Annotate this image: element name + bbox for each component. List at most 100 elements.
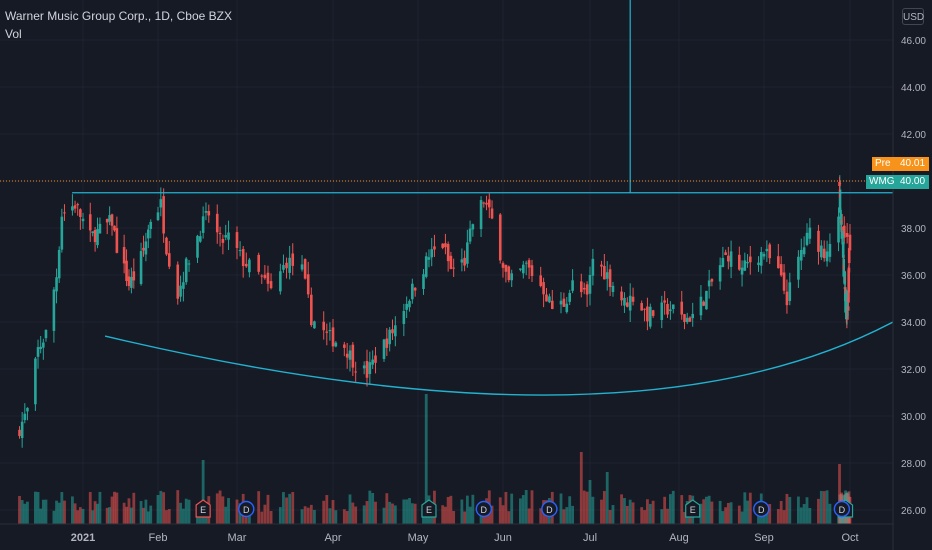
volume-bar xyxy=(718,500,722,524)
volume-bar xyxy=(371,492,375,524)
volume-bar xyxy=(743,492,747,524)
candle-body xyxy=(394,325,397,337)
dividend-marker[interactable]: D xyxy=(238,500,255,518)
candle-body xyxy=(685,317,689,323)
volume-bar xyxy=(303,506,307,524)
dividend-marker[interactable]: D xyxy=(753,500,770,518)
marker-shape xyxy=(195,499,211,518)
candle-body xyxy=(39,346,42,350)
candle-body xyxy=(746,262,749,264)
candle-body xyxy=(844,300,847,313)
volume-bar xyxy=(507,511,511,524)
dividend-marker[interactable]: D xyxy=(541,500,558,518)
volume-bar xyxy=(498,497,502,524)
candle-body xyxy=(718,265,722,282)
marker-label: D xyxy=(481,505,488,515)
candle-body xyxy=(648,306,652,327)
candle-body xyxy=(266,272,270,284)
candle-body xyxy=(585,284,589,295)
volume-bar xyxy=(413,503,417,524)
event-markers[interactable]: EDEDDEDED xyxy=(195,499,854,518)
volume-bar xyxy=(825,490,829,524)
candle-body xyxy=(530,265,534,277)
marker-label: D xyxy=(546,505,553,515)
candle-body xyxy=(402,310,406,324)
chart-title: Warner Music Group Corp., 1D, Cboe BZX xyxy=(5,9,232,23)
volume-bar xyxy=(221,496,225,524)
volume-bar xyxy=(167,509,171,524)
volume-bar xyxy=(444,506,447,524)
candle-body xyxy=(279,271,282,292)
candle-body xyxy=(842,225,846,238)
last-price-tag: 40.00 xyxy=(897,175,929,189)
candle-body xyxy=(55,277,58,292)
volume-bar xyxy=(218,490,222,524)
candle-body xyxy=(167,253,171,267)
candle-body xyxy=(241,249,245,267)
volume-bar xyxy=(184,498,188,524)
volume-bar xyxy=(41,499,45,524)
candle-body xyxy=(724,252,727,256)
time-axis[interactable]: 2021 Feb Mar Apr May Jun Jul Aug Sep Oct xyxy=(71,532,859,544)
volume-bar xyxy=(410,503,414,524)
marker-shape xyxy=(833,500,851,518)
marker-label: E xyxy=(200,505,206,515)
candle-body xyxy=(433,246,436,250)
volume-bar xyxy=(702,499,706,524)
x-tick-label: May xyxy=(408,532,429,544)
candle-body xyxy=(482,202,486,204)
candle-body xyxy=(545,294,548,302)
candle-body xyxy=(848,234,852,251)
candle-body xyxy=(374,355,377,363)
volume-bar xyxy=(26,501,29,524)
x-tick-label: 2021 xyxy=(71,532,95,544)
candle-body xyxy=(510,273,513,281)
volume-bar xyxy=(452,510,456,524)
volume-bar xyxy=(266,494,270,524)
candle-body xyxy=(740,267,744,275)
currency-button[interactable]: USD xyxy=(902,8,924,25)
candle-body xyxy=(757,262,760,265)
volume-bar xyxy=(162,492,166,524)
dividend-marker[interactable]: D xyxy=(475,500,493,518)
candle-body xyxy=(822,248,826,259)
volume-bar xyxy=(591,496,595,524)
volume-bar xyxy=(36,492,40,524)
cup-curve[interactable] xyxy=(104,321,894,396)
pre-market-price-tag: 40.01 xyxy=(897,157,929,171)
candle-body xyxy=(388,329,391,345)
candle-body xyxy=(782,272,786,291)
earnings-marker[interactable]: E xyxy=(685,499,701,518)
candle-body xyxy=(139,251,143,284)
candle-body xyxy=(663,300,666,303)
candle-body xyxy=(501,263,505,268)
volume-bar xyxy=(808,507,812,524)
volume-bar xyxy=(699,503,703,524)
earnings-marker[interactable]: E xyxy=(195,499,211,518)
volume-bar xyxy=(129,507,133,524)
volume-bar xyxy=(52,510,56,524)
volume-bar xyxy=(96,503,99,524)
marker-label: D xyxy=(758,505,765,515)
candle-body xyxy=(779,264,783,276)
candle-body xyxy=(351,344,355,368)
drawings[interactable] xyxy=(0,0,894,396)
earnings-marker[interactable]: E xyxy=(421,499,437,518)
candle-body xyxy=(57,249,61,279)
candle-body xyxy=(132,271,136,281)
candle-body xyxy=(460,259,464,263)
volume-bar xyxy=(424,394,428,524)
volume-bar xyxy=(762,510,766,524)
candle-body xyxy=(204,210,208,213)
candle-body xyxy=(371,359,374,365)
candle-body xyxy=(466,242,469,264)
volume-bar xyxy=(235,499,239,524)
volume-bar xyxy=(115,492,119,524)
dividend-marker[interactable]: D xyxy=(833,500,851,518)
candle-body xyxy=(847,269,850,293)
volume-bar xyxy=(441,505,445,524)
volume-bar xyxy=(799,507,803,524)
volume-bar xyxy=(724,507,728,524)
candle-body xyxy=(159,199,163,208)
